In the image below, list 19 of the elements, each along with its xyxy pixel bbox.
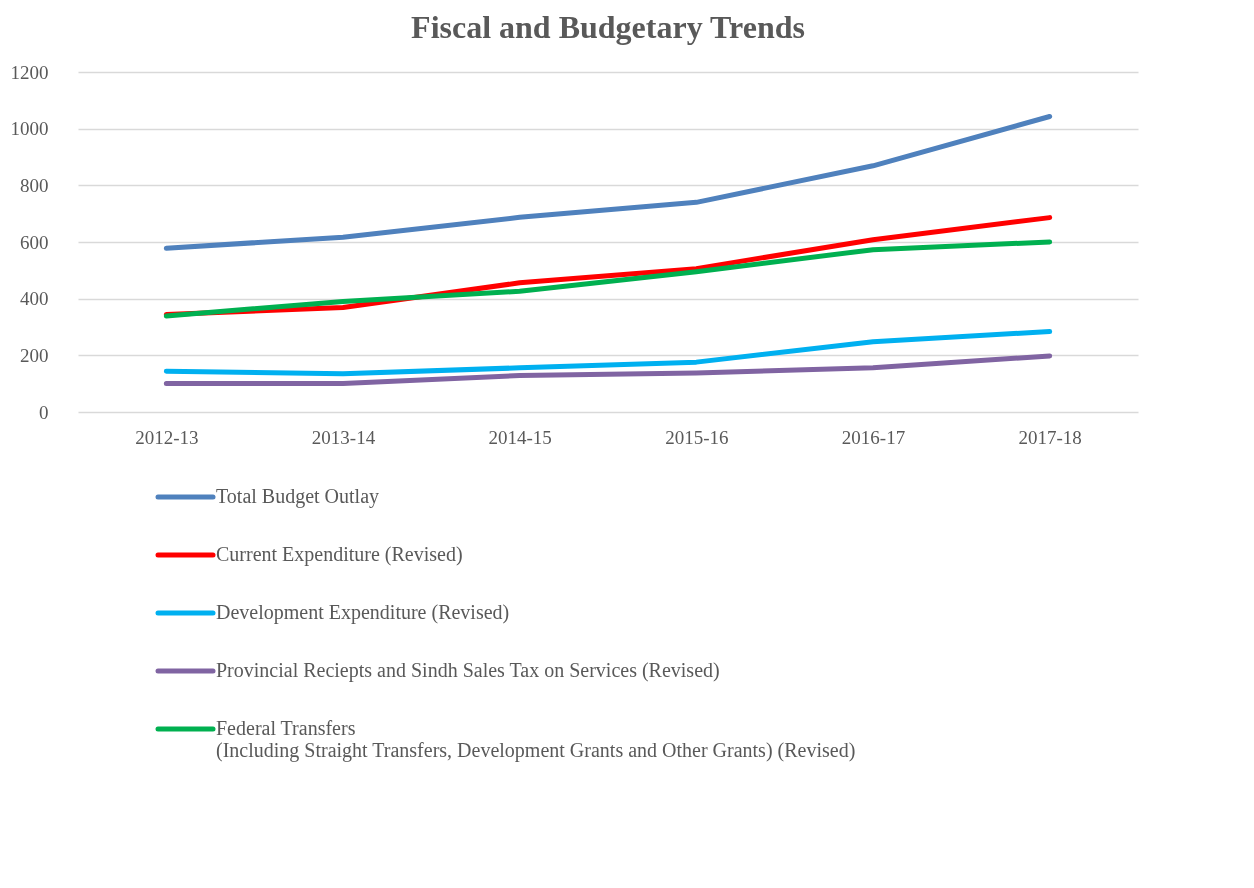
y-tick-label: 800	[20, 174, 49, 196]
y-tick-label: 400	[20, 288, 49, 310]
y-tick-label: 200	[20, 344, 49, 366]
legend-label: Current Expenditure (Revised)	[216, 543, 463, 566]
x-tick-label: 2017-18	[1018, 426, 1082, 448]
y-tick-label: 1200	[10, 61, 49, 83]
legend-label: Provincial Reciepts and Sindh Sales Tax on Services (Revised)	[216, 659, 720, 682]
x-tick-label: 2014-15	[488, 426, 552, 448]
y-tick-label: 0	[39, 401, 49, 423]
x-tick-label: 2013-14	[311, 426, 376, 448]
y-tick-label: 600	[20, 231, 49, 253]
legend-label: Federal Transfers (Including Straight Transfers, Development Grants and Other Grants) (Revised)	[216, 717, 856, 762]
x-tick-label: 2012-13	[135, 426, 199, 448]
legend-label: Total Budget Outlay	[216, 485, 380, 508]
x-tick-label: 2015-16	[665, 426, 729, 448]
x-tick-label: 2016-17	[841, 426, 906, 448]
legend-label: Development Expenditure (Revised)	[216, 601, 510, 624]
y-tick-label: 1000	[10, 118, 49, 140]
chart-title: Fiscal and Budgetary Trends	[411, 9, 805, 45]
